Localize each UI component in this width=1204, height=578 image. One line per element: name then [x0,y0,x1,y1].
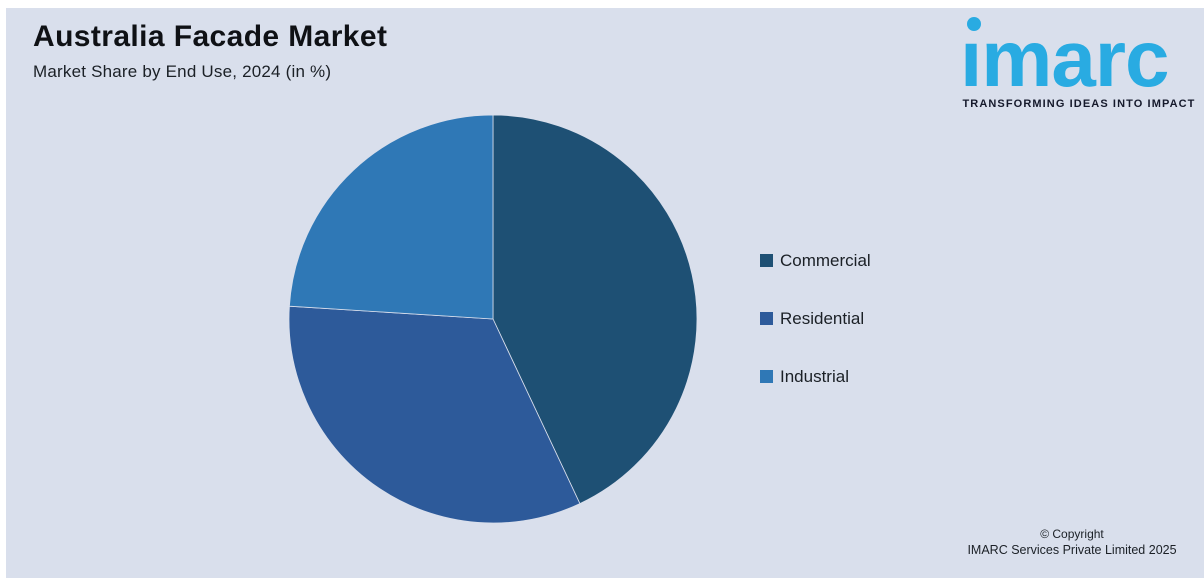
infographic-canvas: Australia Facade Market Market Share by … [6,8,1204,578]
copyright: © Copyright IMARC Services Private Limit… [940,527,1204,558]
imarc-logo-tagline: TRANSFORMING IDEAS INTO IMPACT [962,98,1196,110]
pie-chart [288,114,698,524]
pie-slice-commercial [492,114,698,505]
legend-label: Residential [780,308,865,328]
legend-swatch-icon [760,312,773,325]
legend-swatch-icon [760,254,773,267]
imarc-logo: ımarc TRANSFORMING IDEAS INTO IMPACT [960,14,1200,120]
legend-item-industrial: Industrial [760,366,871,387]
header: Australia Facade Market Market Share by … [33,20,387,82]
pie-slice-industrial [288,114,494,320]
imarc-logo-dot-icon [967,17,981,31]
legend-label: Industrial [780,366,849,386]
legend-label: Commercial [780,250,871,270]
copyright-line2: IMARC Services Private Limited 2025 [967,543,1177,557]
imarc-logo-text: ımarc [960,14,1169,103]
legend: Commercial Residential Industrial [760,250,871,387]
page-title: Australia Facade Market [33,20,388,53]
legend-swatch-icon [760,370,773,383]
page-subtitle: Market Share by End Use, 2024 (in %) [33,62,332,81]
pie-slice-residential [288,305,581,524]
copyright-line1: © Copyright [1040,527,1104,541]
legend-item-residential: Residential [760,308,871,329]
legend-item-commercial: Commercial [760,250,871,271]
